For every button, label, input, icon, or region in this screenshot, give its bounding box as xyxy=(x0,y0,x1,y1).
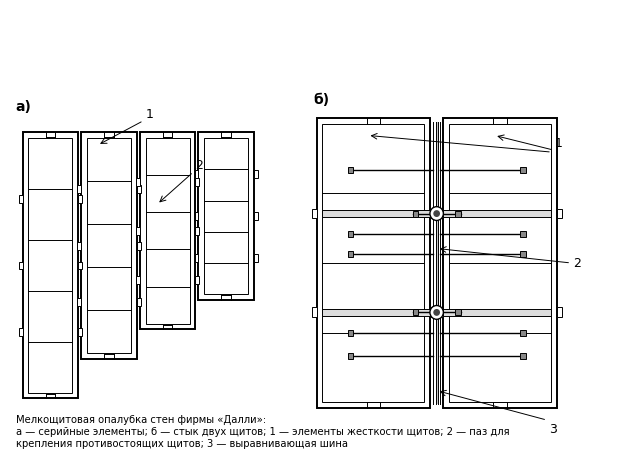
Text: 1: 1 xyxy=(555,137,563,150)
Bar xyxy=(77,299,81,307)
Bar xyxy=(348,330,353,336)
Bar xyxy=(430,308,435,318)
Bar xyxy=(436,122,437,405)
Bar xyxy=(204,139,248,295)
Bar xyxy=(77,242,81,250)
Bar xyxy=(195,276,199,285)
Bar xyxy=(455,211,461,217)
Bar xyxy=(557,209,562,219)
Bar xyxy=(520,231,525,237)
Bar xyxy=(348,252,353,258)
Bar xyxy=(323,309,430,316)
Bar xyxy=(78,262,82,270)
Bar xyxy=(557,308,562,318)
Bar xyxy=(444,118,557,409)
Bar xyxy=(312,209,316,219)
Bar xyxy=(78,328,82,336)
Bar xyxy=(19,196,22,203)
Bar xyxy=(195,227,199,235)
Bar xyxy=(254,213,258,221)
Bar xyxy=(520,168,525,174)
Bar xyxy=(195,171,198,179)
Bar xyxy=(444,309,551,316)
Text: 2: 2 xyxy=(573,257,581,270)
Bar xyxy=(439,209,444,219)
Bar xyxy=(323,124,424,403)
Bar xyxy=(195,213,198,221)
Circle shape xyxy=(433,211,440,217)
Text: 2: 2 xyxy=(195,158,203,171)
Bar xyxy=(430,209,435,219)
Bar xyxy=(412,310,419,316)
Bar xyxy=(348,168,353,174)
Bar xyxy=(145,139,190,324)
Bar xyxy=(348,231,353,237)
Bar xyxy=(140,133,195,330)
Bar xyxy=(449,124,551,403)
Bar xyxy=(312,308,316,318)
Bar xyxy=(198,133,254,300)
Text: 1: 1 xyxy=(145,107,154,120)
Bar xyxy=(254,171,258,179)
Bar xyxy=(137,242,141,250)
Bar xyxy=(22,133,78,399)
Circle shape xyxy=(433,309,440,316)
Bar xyxy=(520,252,525,258)
Bar xyxy=(87,139,131,354)
Text: 3: 3 xyxy=(549,422,557,435)
Bar xyxy=(28,139,72,393)
Bar xyxy=(439,308,444,318)
Bar xyxy=(412,211,419,217)
Bar xyxy=(19,262,22,270)
Text: б): б) xyxy=(314,92,330,106)
Text: а — серийные элементы; б — стык двух щитов; 1 — элементы жесткости щитов; 2 — па: а — серийные элементы; б — стык двух щит… xyxy=(16,426,509,436)
Bar xyxy=(136,178,140,186)
Bar xyxy=(195,254,198,262)
Text: а): а) xyxy=(16,100,32,114)
Bar xyxy=(348,353,353,359)
Circle shape xyxy=(430,306,444,320)
Bar xyxy=(77,186,81,193)
Bar xyxy=(137,299,141,307)
Text: крепления противостоящих щитов; 3 — выравнивающая шина: крепления противостоящих щитов; 3 — выра… xyxy=(16,438,348,448)
Text: Мелкощитовая опалубка стен фирмы «Далли»:: Мелкощитовая опалубка стен фирмы «Далли»… xyxy=(16,414,266,424)
Bar xyxy=(455,310,461,316)
Bar xyxy=(19,328,22,336)
Bar xyxy=(444,211,551,217)
Bar xyxy=(520,330,525,336)
Bar xyxy=(316,118,430,409)
Bar xyxy=(520,353,525,359)
Circle shape xyxy=(430,207,444,221)
Bar xyxy=(81,133,137,359)
Bar xyxy=(137,186,141,193)
Bar xyxy=(254,254,258,262)
Bar xyxy=(323,211,430,217)
Bar xyxy=(195,178,199,186)
Bar xyxy=(136,227,140,235)
Bar xyxy=(78,196,82,203)
Bar xyxy=(136,276,140,285)
